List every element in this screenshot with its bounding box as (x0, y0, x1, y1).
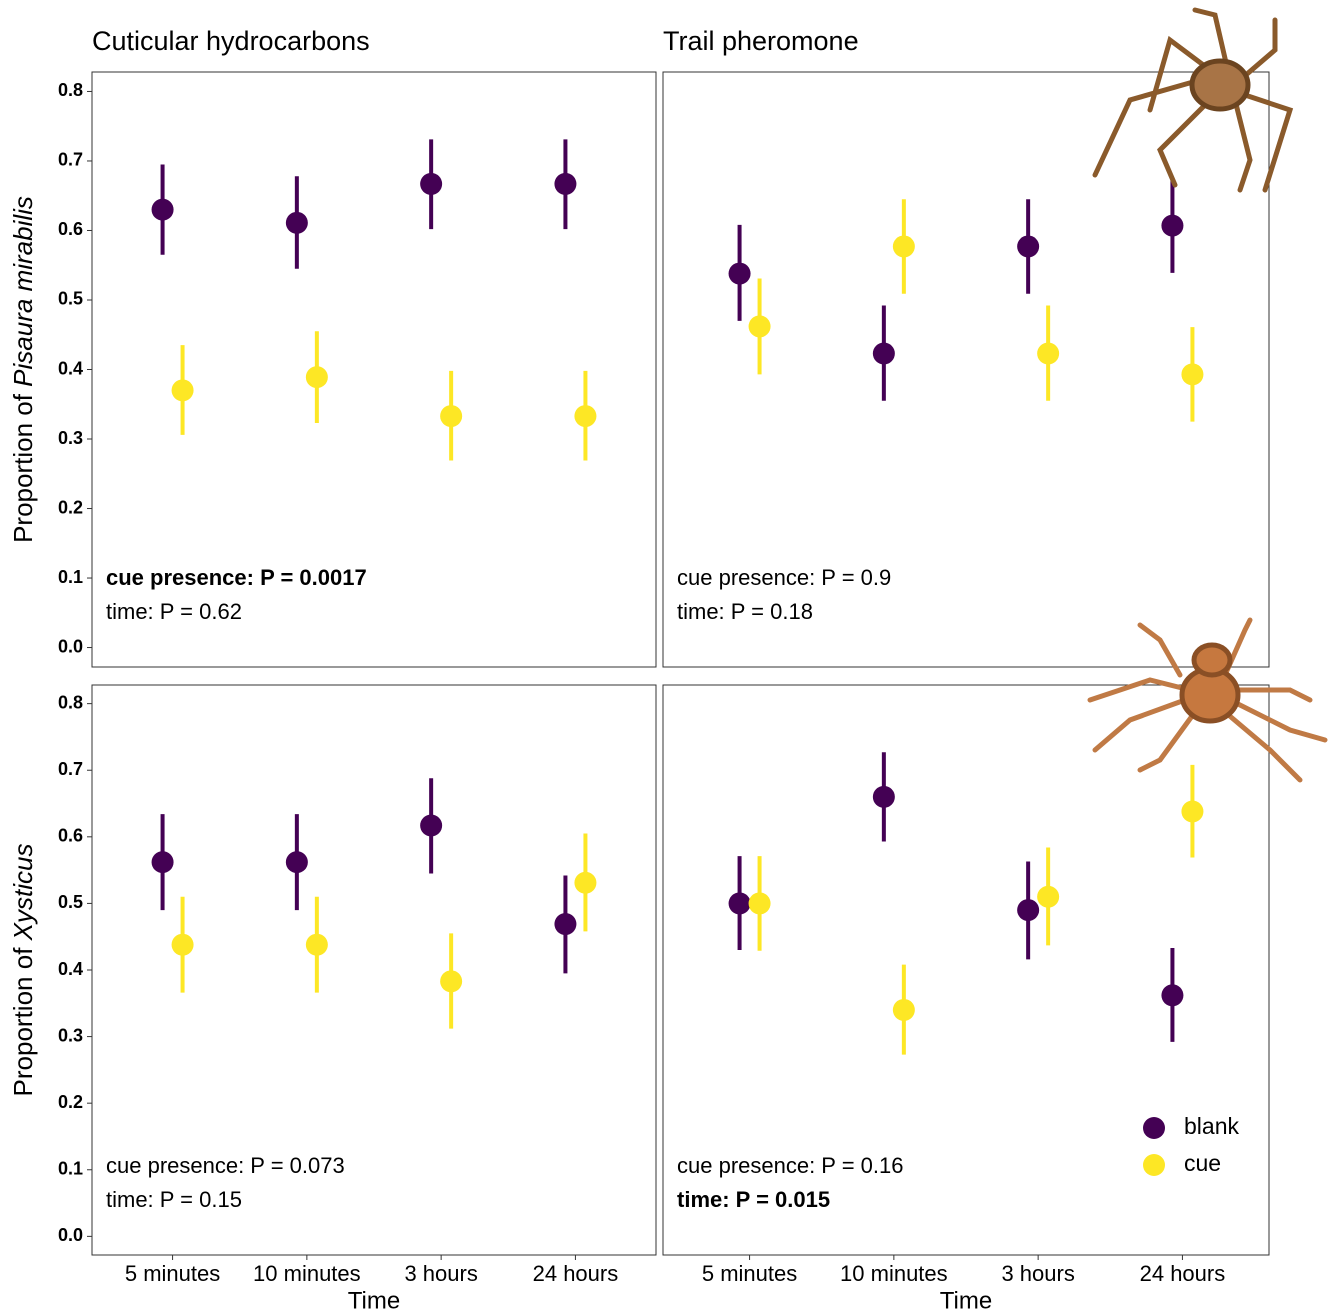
legend-swatch (1143, 1117, 1165, 1139)
point (285, 211, 308, 234)
point (440, 970, 463, 993)
legend-label: blank (1184, 1113, 1239, 1139)
point (748, 892, 771, 915)
point (1017, 899, 1040, 922)
y-tick-label: 0.2 (58, 497, 83, 517)
point (171, 379, 194, 402)
y-tick-label: 0.4 (58, 358, 83, 378)
y-tick-label: 0.2 (58, 1092, 83, 1112)
y-tick-label: 0.3 (58, 1025, 83, 1045)
point (574, 871, 597, 894)
annotation: cue presence: P = 0.0017 (106, 565, 367, 590)
x-tick-label: 24 hours (1140, 1261, 1226, 1286)
point (420, 172, 443, 195)
x-axis-label: Time (348, 1287, 400, 1314)
point (1161, 984, 1184, 1007)
y-axis-label-species: Xysticus (8, 844, 38, 942)
panel: Trail pheromone cue presence: P = 0.9 time… (662, 26, 1270, 668)
point (440, 405, 463, 428)
point (1037, 885, 1060, 908)
point (171, 933, 194, 956)
x-tick-label: 3 hours (1001, 1261, 1074, 1286)
y-axis-label: Proportion of Pisaura mirabilis (8, 196, 38, 543)
point (554, 172, 577, 195)
point (305, 366, 328, 389)
x-axis-label: Time (940, 1287, 992, 1314)
point (285, 851, 308, 874)
panel-border (662, 71, 1270, 668)
annotation: time: P = 0.18 (677, 599, 813, 624)
point (574, 405, 597, 428)
annotation: time: P = 0.62 (106, 599, 242, 624)
y-tick-label: 0.8 (58, 80, 83, 100)
x-tick-label: 10 minutes (253, 1261, 361, 1286)
y-tick-label: 0.7 (58, 150, 83, 170)
panel: 5 minutes 10 minutes 3 hours 24 hours Time cu… (662, 684, 1270, 1314)
point (728, 262, 751, 285)
x-tick-label: 5 minutes (702, 1261, 797, 1286)
y-tick-label: 0.5 (58, 289, 83, 309)
point (305, 933, 328, 956)
panel: Cuticular hydrocarbons Proportion of Pisa… (8, 26, 657, 668)
point (872, 342, 895, 365)
point (554, 913, 577, 936)
point (1181, 800, 1204, 823)
y-tick-label: 0.0 (58, 1225, 83, 1245)
x-tick-label: 10 minutes (840, 1261, 948, 1286)
point (1037, 342, 1060, 365)
point (892, 235, 915, 258)
annotation: time: P = 0.015 (677, 1187, 830, 1212)
y-tick-label: 0.3 (58, 428, 83, 448)
y-axis-label-species: Pisaura mirabilis (8, 196, 38, 387)
panel-title: Trail pheromone (663, 26, 859, 56)
panel-title: Cuticular hydrocarbons (92, 26, 370, 56)
panel-border (662, 684, 1270, 1256)
point (748, 315, 771, 338)
x-tick-label: 3 hours (404, 1261, 477, 1286)
annotation: cue presence: P = 0.073 (106, 1153, 345, 1178)
x-tick-label: 5 minutes (125, 1261, 220, 1286)
point (1017, 235, 1040, 258)
y-tick-label: 0.7 (58, 759, 83, 779)
spider-illustration (1087, 617, 1328, 783)
point (151, 851, 174, 874)
y-tick-label: 0.6 (58, 219, 83, 239)
y-axis-label: Proportion of Xysticus (8, 844, 38, 1097)
point (872, 785, 895, 808)
point (151, 198, 174, 221)
annotation: time: P = 0.15 (106, 1187, 242, 1212)
legend-label: cue (1184, 1150, 1221, 1176)
annotation: cue presence: P = 0.16 (677, 1153, 903, 1178)
point (728, 892, 751, 915)
y-tick-label: 0.6 (58, 826, 83, 846)
point (1181, 363, 1204, 386)
y-axis-label-text: Proportion of (8, 947, 38, 1097)
y-tick-label: 0.4 (58, 959, 83, 979)
y-tick-label: 0.8 (58, 692, 83, 712)
legend-swatch (1143, 1154, 1165, 1176)
annotation: cue presence: P = 0.9 (677, 565, 891, 590)
y-tick-label: 0.1 (58, 567, 83, 587)
y-tick-label: 0.0 (58, 636, 83, 656)
point (1161, 214, 1184, 237)
y-tick-label: 0.1 (58, 1159, 83, 1179)
point (420, 814, 443, 837)
y-axis-label-text: Proportion of (8, 393, 38, 543)
spider-illustration (1092, 7, 1294, 193)
point (892, 998, 915, 1021)
x-tick-label: 24 hours (533, 1261, 619, 1286)
panel: Proportion of Xysticus 0.0 0.1 0.2 0.3 0.4 0.5… (8, 684, 657, 1314)
y-tick-label: 0.5 (58, 892, 83, 912)
